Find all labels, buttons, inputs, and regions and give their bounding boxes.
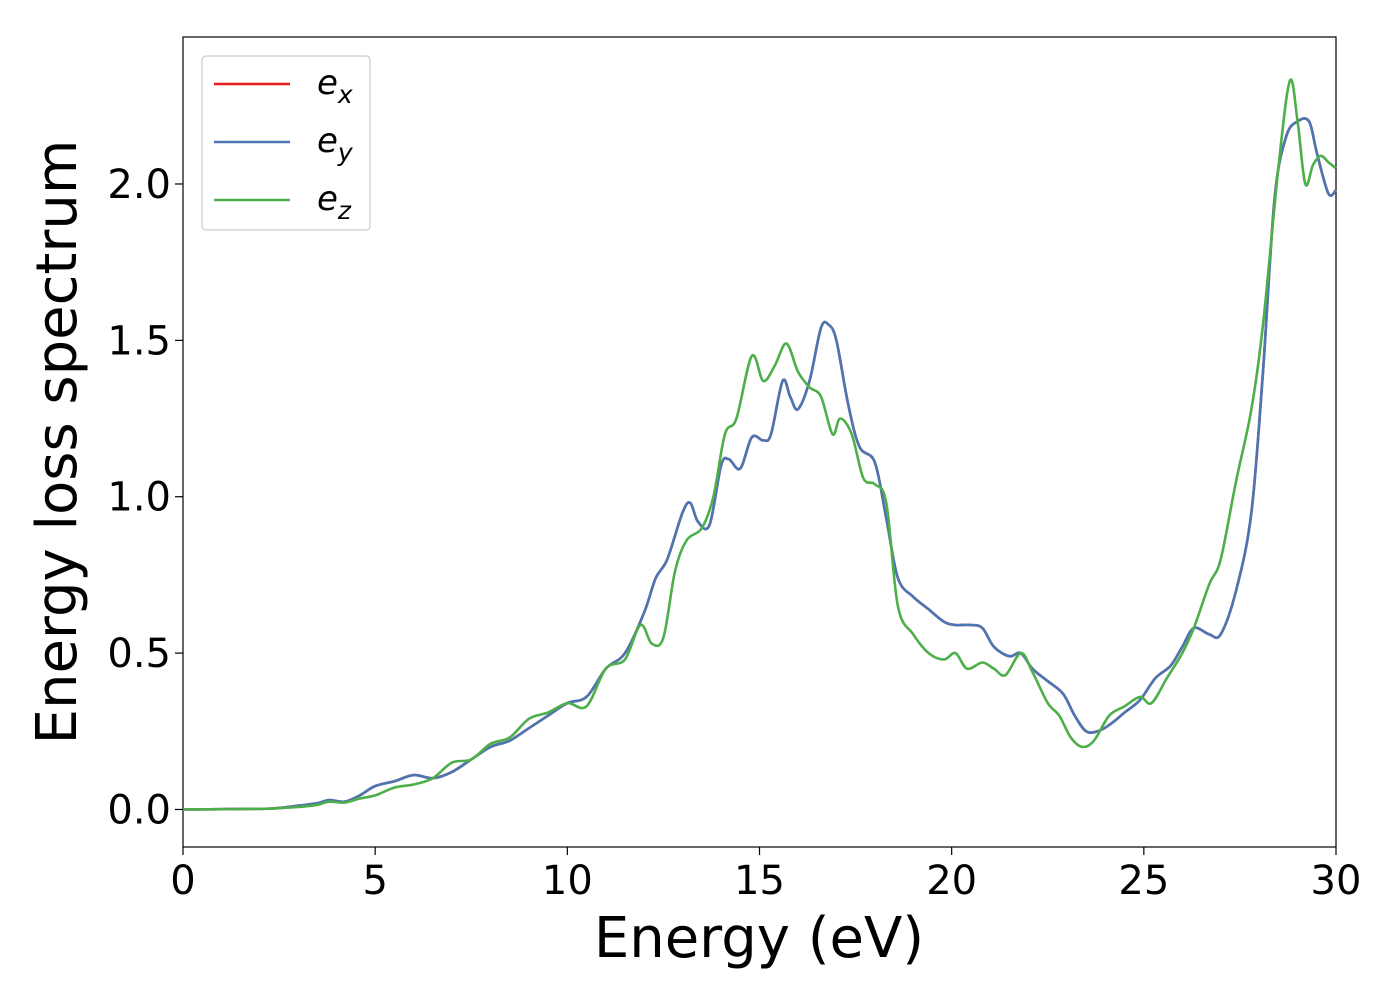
legend: ex ey ez <box>201 55 371 231</box>
y-tick-label: 1.5 <box>107 318 171 364</box>
legend-label-e-y: ey <box>317 121 354 167</box>
y-axis-ticks: 0.0 0.5 1.0 1.5 2.0 <box>107 162 183 833</box>
x-tick-label: 20 <box>926 858 977 904</box>
y-tick-label: 0.0 <box>107 787 171 833</box>
y-tick-label: 0.5 <box>107 631 171 677</box>
x-tick-label: 15 <box>734 858 785 904</box>
x-axis-title: Energy (eV) <box>594 906 924 971</box>
x-axis-ticks: 0 5 10 15 20 25 30 <box>170 847 1361 904</box>
x-tick-label: 0 <box>170 858 195 904</box>
legend-label-e-x: ex <box>317 63 353 109</box>
x-tick-label: 25 <box>1118 858 1169 904</box>
y-axis-title: Energy loss spectrum <box>25 140 90 745</box>
x-tick-label: 5 <box>362 858 387 904</box>
x-tick-label: 30 <box>1311 858 1362 904</box>
y-tick-label: 1.0 <box>107 475 171 521</box>
y-tick-label: 2.0 <box>107 162 171 208</box>
legend-label-e-z: ez <box>317 179 352 225</box>
series-layer <box>182 78 1337 811</box>
series-line-e-z <box>182 78 1337 811</box>
x-tick-label: 10 <box>542 858 593 904</box>
